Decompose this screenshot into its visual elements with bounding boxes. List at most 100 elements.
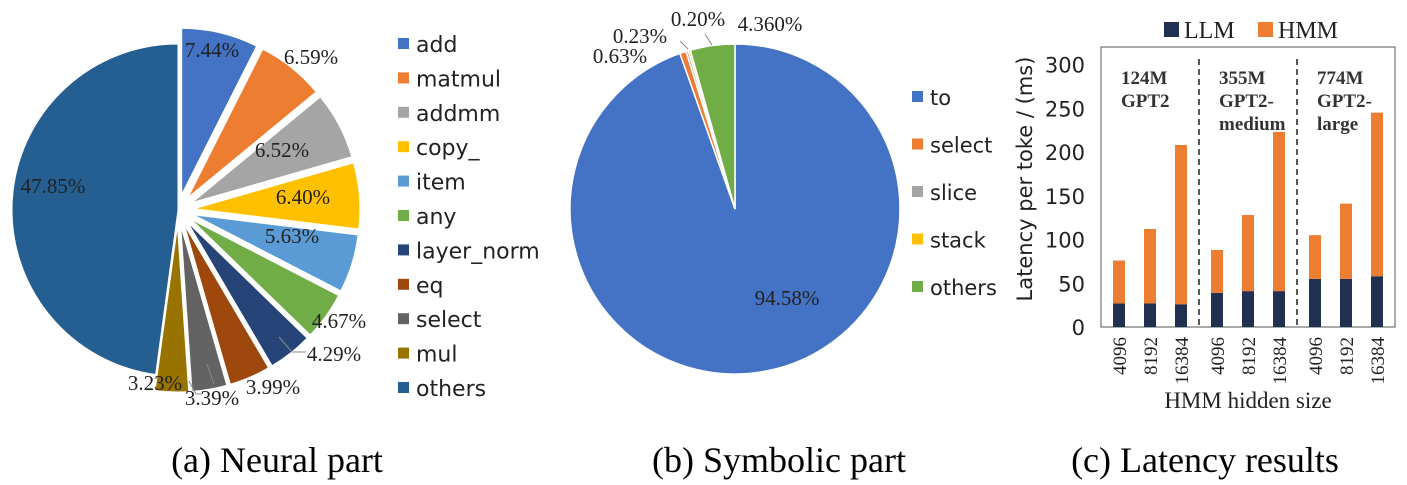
legend-swatch-item xyxy=(398,175,409,187)
leader-line xyxy=(206,363,215,385)
legend-swatch-to xyxy=(912,91,923,102)
group-label: GPT2 xyxy=(1121,91,1170,112)
legend-swatch-others xyxy=(398,382,409,393)
legend-label-add: add xyxy=(416,33,457,58)
legend-label-item: item xyxy=(416,171,466,196)
legend-swatch-stack xyxy=(912,233,923,245)
pie-slice-item xyxy=(193,214,359,292)
legend-swatch-addmm xyxy=(398,106,409,118)
y-tick-label: 50 xyxy=(1058,272,1085,296)
pie-slice-others xyxy=(689,43,736,210)
bar-llm-8192 xyxy=(1144,303,1156,327)
bar-llm-16384 xyxy=(1273,291,1285,327)
pie-slice-addmm xyxy=(191,96,353,204)
x-tick-label: 8192 xyxy=(1337,337,1358,375)
pie-slice-matmul xyxy=(187,48,317,198)
group-label: medium xyxy=(1219,114,1286,135)
legend-label-others: others xyxy=(930,276,997,300)
legend-label-any: any xyxy=(416,205,456,230)
legend-label-copy: copy_ xyxy=(416,136,481,161)
pie-slice-select xyxy=(180,225,228,392)
bar-hmm-4096 xyxy=(1113,260,1125,304)
legend-swatch-hmm xyxy=(1258,22,1273,37)
x-tick-label: 4096 xyxy=(1306,337,1327,375)
x-tick-label: 4096 xyxy=(1208,337,1229,375)
group-label: 774M xyxy=(1317,68,1364,89)
legend-label-slice: slice xyxy=(930,181,977,205)
data-label-others: 4.360% xyxy=(738,12,803,36)
legend-label-eq: eq xyxy=(416,274,444,299)
bar-hmm-8192 xyxy=(1144,229,1156,304)
legend-label-select: select xyxy=(416,308,482,333)
group-label: 355M xyxy=(1219,68,1266,89)
legend-swatch-others xyxy=(912,281,923,292)
bar-llm-16384 xyxy=(1371,276,1383,327)
caption-symbolic-part: (b) Symbolic part xyxy=(652,440,906,480)
caption-latency-results: (c) Latency results xyxy=(1071,440,1339,480)
data-label-any: 4.67% xyxy=(312,309,366,333)
legend-label-matmul: matmul xyxy=(416,67,501,92)
legend-label-to: to xyxy=(930,86,951,110)
data-label-select: 3.39% xyxy=(185,386,239,410)
data-label-item: 5.63% xyxy=(265,224,319,248)
y-tick-label: 0 xyxy=(1072,316,1085,340)
x-tick-label: 16384 xyxy=(1270,337,1291,385)
symbolic-pie xyxy=(569,43,901,375)
data-label-slice: 0.23% xyxy=(613,24,667,48)
group-label: GPT2- xyxy=(1317,91,1372,112)
legend-label-select: select xyxy=(930,134,992,158)
bar-llm-8192 xyxy=(1242,291,1254,327)
leader-line xyxy=(278,336,306,353)
bar-llm-4096 xyxy=(1113,303,1125,327)
y-axis-label: Latency per toke / (ms) xyxy=(1013,57,1037,302)
legend-label-hmm: HMM xyxy=(1278,18,1338,44)
pie-slice-layer-norm xyxy=(187,222,308,367)
data-label-layer-norm: 4.29% xyxy=(307,342,361,366)
y-tick-label: 300 xyxy=(1045,54,1085,78)
symbolic-part-panel: 94.58% 0.63%0.23%0.20% 4.360% to select slic… xyxy=(569,7,997,480)
x-tick-label: 8192 xyxy=(1239,337,1260,375)
legend-swatch-any xyxy=(398,210,409,221)
y-tick-label: 250 xyxy=(1045,97,1085,121)
data-label-copy: 6.40% xyxy=(276,185,330,209)
legend-swatch-layer-norm xyxy=(398,244,409,256)
legend-swatch-mul xyxy=(398,347,409,359)
pie-slice-mul xyxy=(154,225,190,393)
group-label: 124M xyxy=(1121,68,1168,89)
legend-swatch-add xyxy=(398,38,409,49)
y-tick-label: 200 xyxy=(1045,141,1085,165)
legend-label-others: others xyxy=(416,377,486,402)
bar-hmm-4096 xyxy=(1309,235,1321,279)
legend-swatch-copy xyxy=(398,141,409,153)
pie-slice-eq xyxy=(183,224,270,385)
group-label: GPT2- xyxy=(1219,91,1274,112)
legend-swatch-select xyxy=(912,138,923,150)
bar-llm-4096 xyxy=(1309,278,1321,327)
bar-hmm-16384 xyxy=(1175,145,1187,305)
x-tick-label: 16384 xyxy=(1172,337,1193,385)
data-label-add: 7.44% xyxy=(185,38,239,62)
data-label-stack: 0.20% xyxy=(671,7,725,31)
data-label-addmm: 6.52% xyxy=(255,138,309,162)
data-label-others: 47.85% xyxy=(21,174,86,198)
legend-swatch-llm xyxy=(1164,22,1179,37)
pie-slice-copy xyxy=(193,162,361,230)
bar-hmm-4096 xyxy=(1211,250,1223,293)
pie-slice-others xyxy=(11,43,179,376)
data-label-to: 94.58% xyxy=(755,286,820,310)
bar-hmm-8192 xyxy=(1242,215,1254,292)
legend-label-addmm: addmm xyxy=(416,102,500,127)
pie-slice-any xyxy=(190,218,340,336)
data-label-mul: 3.23% xyxy=(128,371,182,395)
leader-line xyxy=(704,33,713,46)
bar-hmm-8192 xyxy=(1340,203,1352,279)
legend-swatch-slice xyxy=(912,186,923,197)
leader-line xyxy=(679,40,689,50)
neural-part-panel: 7.44% 6.59% 6.52% 6.40% 5.63% 4.67% 4.29% 3.99%… xyxy=(11,27,540,480)
pie-slice-add xyxy=(181,27,258,195)
bar-llm-4096 xyxy=(1211,292,1223,327)
data-label-eq: 3.99% xyxy=(246,375,300,399)
leader-line xyxy=(188,380,202,395)
